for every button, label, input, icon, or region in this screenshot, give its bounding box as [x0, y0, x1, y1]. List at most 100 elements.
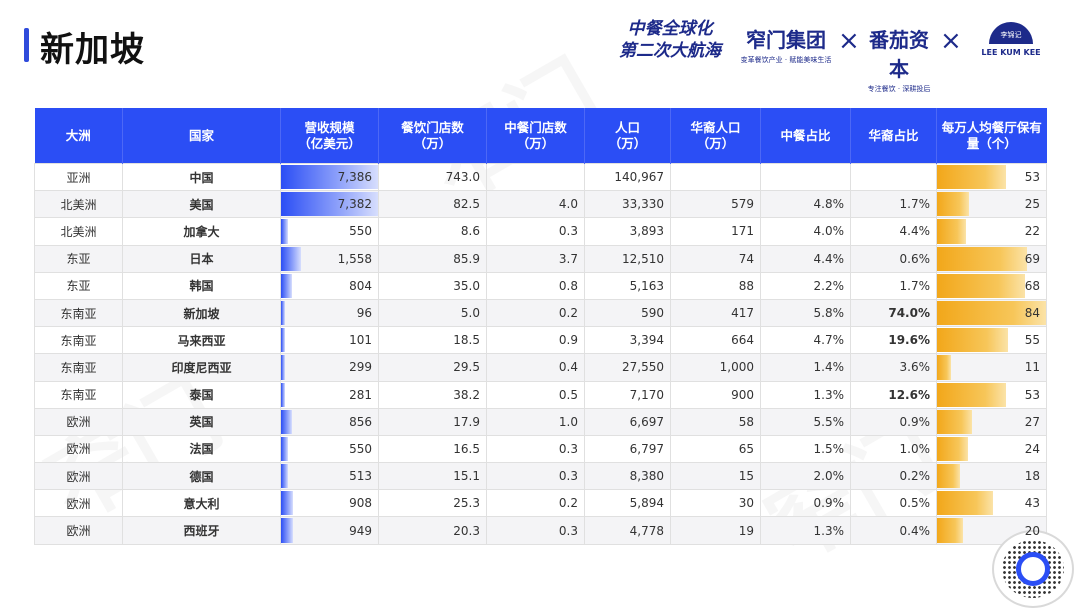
cell-continent: 欧洲 [34, 516, 123, 545]
column-header: 人口 （万） [584, 108, 671, 164]
cell-population: 6,797 [584, 434, 671, 464]
cell-restaurants: 82.5 [378, 190, 487, 219]
column-header: 华裔占比 [850, 108, 937, 164]
density-bar [937, 219, 966, 244]
cell-per-10k: 18 [936, 462, 1047, 491]
cell-chinese-food-share: 4.4% [760, 244, 851, 273]
column-header: 营收规模 （亿美元） [280, 108, 379, 164]
cell-chinese-population: 74 [670, 244, 761, 273]
times-icon: × [940, 26, 962, 56]
cell-chinese-restaurants: 0.8 [486, 271, 585, 300]
cell-chinese-share: 0.9% [850, 407, 937, 436]
cell-country: 日本 [122, 244, 281, 273]
cell-chinese-restaurants: 0.2 [486, 489, 585, 518]
table-row: 欧洲 意大利 908 25.3 0.2 5,894 30 0.9% 0.5% 43 [34, 489, 1047, 518]
table-row: 东南亚 马来西亚 101 18.5 0.9 3,394 664 4.7% 19.6% 55 [34, 326, 1047, 355]
cell-chinese-population: 664 [670, 326, 761, 355]
cell-restaurants: 15.1 [378, 462, 487, 491]
cell-chinese-share: 1.7% [850, 190, 937, 219]
cell-chinese-food-share: 5.5% [760, 407, 851, 436]
cell-chinese-population: 417 [670, 298, 761, 328]
cell-chinese-share: 1.7% [850, 271, 937, 300]
density-bar [937, 436, 969, 462]
cell-chinese-food-share: 1.5% [760, 434, 851, 464]
cell-country: 英国 [122, 407, 281, 436]
cell-chinese-food-share: 2.2% [760, 271, 851, 300]
cell-country: 法国 [122, 434, 281, 464]
cell-restaurants: 29.5 [378, 353, 487, 382]
revenue-bar [281, 382, 285, 407]
cell-population: 7,170 [584, 380, 671, 409]
column-header: 中餐占比 [760, 108, 851, 164]
cell-chinese-share: 19.6% [850, 326, 937, 355]
density-bar [937, 491, 993, 516]
table-row: 欧洲 德国 513 15.1 0.3 8,380 15 2.0% 0.2% 18 [34, 462, 1047, 491]
zhaimen-logo: 窄门集团 变革餐饮产业 · 赋能美味生活 [740, 28, 832, 64]
cell-revenue: 7,386 [280, 162, 379, 192]
cell-chinese-food-share [760, 162, 851, 192]
revenue-bar [281, 464, 288, 489]
cell-population: 4,778 [584, 516, 671, 545]
cell-revenue: 281 [280, 380, 379, 409]
cell-per-10k: 27 [936, 407, 1047, 436]
cell-country: 加拿大 [122, 217, 281, 246]
times-icon: × [838, 26, 860, 56]
cell-per-10k: 43 [936, 489, 1047, 518]
cell-per-10k: 84 [936, 298, 1047, 328]
cell-population: 5,163 [584, 271, 671, 300]
cell-country: 印度尼西亚 [122, 353, 281, 382]
cell-country: 泰国 [122, 380, 281, 409]
cell-chinese-food-share: 1.3% [760, 380, 851, 409]
cell-restaurants: 18.5 [378, 326, 487, 355]
cell-population: 3,893 [584, 217, 671, 246]
cell-chinese-population: 579 [670, 190, 761, 219]
cell-chinese-share: 12.6% [850, 380, 937, 409]
cell-chinese-restaurants: 0.3 [486, 462, 585, 491]
cell-chinese-population: 19 [670, 516, 761, 545]
cell-restaurants: 35.0 [378, 271, 487, 300]
cell-chinese-population: 58 [670, 407, 761, 436]
column-header: 国家 [122, 108, 281, 164]
column-header: 大洲 [34, 108, 123, 164]
cell-chinese-population: 30 [670, 489, 761, 518]
cell-chinese-share: 3.6% [850, 353, 937, 382]
column-header: 餐饮门店数 （万） [378, 108, 487, 164]
density-bar [937, 246, 1027, 271]
cell-chinese-restaurants: 0.9 [486, 326, 585, 355]
cell-continent: 欧洲 [34, 434, 123, 464]
cell-chinese-food-share: 2.0% [760, 462, 851, 491]
cell-population: 6,697 [584, 407, 671, 436]
table-row: 欧洲 英国 856 17.9 1.0 6,697 58 5.5% 0.9% 27 [34, 407, 1047, 436]
cell-chinese-restaurants: 0.4 [486, 353, 585, 382]
cell-chinese-restaurants [486, 162, 585, 192]
cell-per-10k: 22 [936, 217, 1047, 246]
density-bar [937, 192, 970, 217]
cell-per-10k: 69 [936, 244, 1047, 273]
cell-country: 新加坡 [122, 298, 281, 328]
cell-revenue: 949 [280, 516, 379, 545]
cell-revenue: 550 [280, 434, 379, 464]
cell-population: 3,394 [584, 326, 671, 355]
density-bar [937, 273, 1026, 298]
cell-chinese-share: 0.5% [850, 489, 937, 518]
cell-chinese-share: 0.2% [850, 462, 937, 491]
cell-revenue: 299 [280, 353, 379, 382]
revenue-bar [281, 518, 294, 543]
cell-population: 33,330 [584, 190, 671, 219]
table-row: 欧洲 西班牙 949 20.3 0.3 4,778 19 1.3% 0.4% 20 [34, 516, 1047, 545]
cell-chinese-share: 0.6% [850, 244, 937, 273]
revenue-bar [281, 246, 302, 271]
cell-continent: 欧洲 [34, 462, 123, 491]
table-row: 北美洲 加拿大 550 8.6 0.3 3,893 171 4.0% 4.4% 22 [34, 217, 1047, 246]
cell-chinese-restaurants: 3.7 [486, 244, 585, 273]
cell-chinese-population: 171 [670, 217, 761, 246]
lee-kum-kee-logo: 李锦记 LEE KUM KEE [972, 22, 1050, 57]
cell-population: 27,550 [584, 353, 671, 382]
cell-continent: 北美洲 [34, 217, 123, 246]
table-row: 欧洲 法国 550 16.5 0.3 6,797 65 1.5% 1.0% 24 [34, 434, 1047, 464]
revenue-bar [281, 300, 285, 326]
cell-chinese-population [670, 162, 761, 192]
revenue-bar [281, 328, 285, 353]
cell-per-10k: 24 [936, 434, 1047, 464]
cell-chinese-food-share: 4.0% [760, 217, 851, 246]
